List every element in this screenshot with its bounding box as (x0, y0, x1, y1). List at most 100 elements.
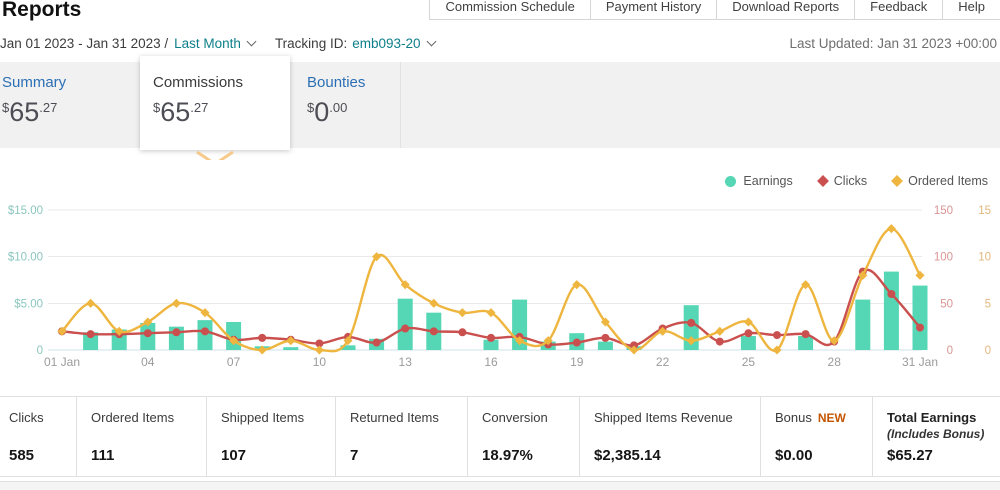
clicks-point (601, 333, 610, 342)
left-axis-tick: $5.00 (14, 298, 43, 310)
stat-shipped-items-revenue: Shipped Items Revenue $2,385.14 (579, 397, 760, 476)
nav-tab-commission-schedule[interactable]: Commission Schedule (429, 0, 590, 19)
earnings-bar (883, 271, 899, 350)
clicks-axis-tick: 50 (940, 298, 953, 310)
x-axis-tick: 16 (484, 355, 498, 369)
stat-value: 107 (221, 447, 247, 464)
stat-shipped-items: Shipped Items 107 (206, 397, 335, 476)
ordered-items-point (658, 326, 668, 336)
chevron-down-icon[interactable] (246, 36, 257, 46)
clicks-axis-tick: 0 (947, 345, 953, 357)
clicks-point (172, 328, 181, 337)
tracking-id-label: Tracking ID: (274, 36, 348, 51)
tab-commissions[interactable]: Commissions $65.27 (140, 56, 290, 150)
items-axis-tick: 15 (978, 205, 991, 217)
x-axis-tick: 13 (399, 355, 413, 369)
earnings-bar (340, 345, 356, 350)
legend-item-ordered-items[interactable]: Ordered Items (891, 174, 988, 188)
stat-sublabel: (Includes Bonus) (887, 427, 985, 441)
clicks-point (201, 327, 209, 336)
ordered-items-point (801, 280, 811, 290)
date-preset-dropdown[interactable]: Last Month (174, 36, 241, 51)
clicks-point (916, 323, 924, 332)
ordered-items-point (286, 336, 296, 346)
left-axis-tick: $10.00 (8, 252, 43, 264)
earnings-bar (912, 285, 928, 350)
legend-item-clicks[interactable]: Clicks (816, 174, 867, 188)
stat-ordered-items: Ordered Items 111 (76, 397, 206, 476)
stat-label: Total Earnings (887, 410, 977, 425)
currency-symbol: $ (153, 100, 161, 115)
clicks-point (887, 290, 896, 298)
x-axis-tick: 25 (742, 355, 756, 369)
clicks-point (687, 318, 696, 327)
earnings-bar (597, 341, 613, 350)
clicks-point (487, 333, 495, 342)
clicks-point (401, 324, 410, 333)
nav-tab-payment-history[interactable]: Payment History (589, 0, 717, 19)
ordered-items-point (915, 270, 925, 280)
clicks-point (429, 327, 438, 336)
stat-value: 7 (350, 447, 359, 464)
earnings-bar (740, 336, 756, 350)
ordered-items-point (715, 326, 725, 336)
earnings-chart-section: Earnings Clicks Ordered Items $15.00 $10.00… (0, 160, 1000, 392)
ordered-items-marker-icon (891, 175, 904, 187)
legend-label: Earnings (743, 174, 793, 188)
tab-summary[interactable]: Summary $65.27 (2, 74, 137, 126)
stat-value: 111 (91, 447, 115, 464)
clicks-point (372, 338, 381, 347)
tab-bounties[interactable]: Bounties $0.00 (307, 74, 397, 126)
stat-bonus: Bonus NEW $0.00 (760, 397, 872, 476)
stat-value: 18.97% (482, 447, 533, 464)
legend-item-earnings[interactable]: Earnings (725, 174, 793, 188)
ordered-items-point (171, 298, 181, 308)
page-title: Reports (2, 0, 82, 21)
clicks-point (458, 328, 467, 337)
earnings-bar (283, 347, 299, 350)
amount-whole: 65 (160, 97, 191, 127)
stat-value: $0.00 (775, 447, 813, 464)
x-axis-tick: 10 (313, 355, 327, 369)
clicks-point (773, 331, 781, 340)
clicks-point (801, 330, 810, 339)
stat-total-earnings: Total Earnings (Includes Bonus) $65.27 (872, 397, 1000, 476)
stat-label: Bonus NEW (775, 410, 846, 425)
stats-bar: Clicks 585 Ordered Items 111 Shipped Items 10… (0, 396, 1000, 477)
clicks-point (630, 341, 638, 350)
chevron-down-icon[interactable] (426, 36, 436, 46)
x-axis-tick: 07 (227, 355, 241, 369)
chart-legend: Earnings Clicks Ordered Items (725, 174, 988, 188)
nav-tab-download-reports[interactable]: Download Reports (716, 0, 855, 19)
card-label: Summary (2, 74, 67, 91)
stat-label: Clicks (9, 410, 44, 425)
currency-symbol: $ (307, 100, 315, 115)
earnings-marker-icon (725, 175, 737, 187)
ordered-items-point (515, 336, 525, 346)
clicks-marker-icon (816, 175, 829, 187)
card-amount: $65.27 (2, 99, 137, 126)
nav-tab-help[interactable]: Help (942, 0, 1000, 19)
stat-value: 585 (9, 447, 35, 464)
earnings-bar (483, 339, 499, 350)
tracking-id-dropdown[interactable]: emb093-20 (352, 36, 421, 51)
clicks-point (86, 330, 95, 339)
stat-label: Returned Items (350, 410, 439, 425)
earnings-bar (683, 305, 699, 350)
x-axis-tick: 01 Jan (44, 355, 80, 369)
left-axis-tick: $15.00 (8, 205, 43, 217)
footer-strip (0, 481, 1000, 490)
x-axis-tick: 04 (141, 355, 155, 369)
clicks-point (315, 339, 324, 348)
ordered-items-point (314, 345, 324, 355)
stat-value: $65.27 (887, 447, 933, 464)
clicks-point (143, 329, 152, 338)
clicks-point (744, 329, 753, 338)
nav-tab-feedback[interactable]: Feedback (854, 0, 943, 19)
amount-cents: .00 (329, 100, 348, 115)
items-axis-tick: 5 (985, 298, 991, 310)
left-axis-tick: 0 (37, 345, 43, 357)
clicks-axis-tick: 150 (934, 205, 953, 217)
